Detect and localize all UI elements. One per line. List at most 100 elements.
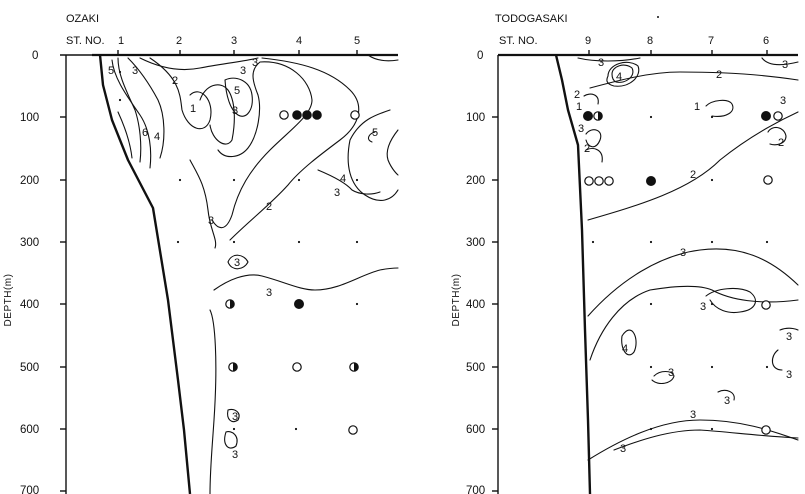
ozaki-station-1: 1 — [118, 35, 124, 47]
todogasaki-station-8: 8 — [647, 35, 653, 47]
marker-open — [773, 111, 783, 121]
marker-half — [225, 299, 235, 309]
marker-open — [584, 176, 594, 186]
svg-text:3: 3 — [786, 369, 792, 381]
todogasaki-panel: TODOGASAKI ST. NO. 9 8 7 6 0 100 200 300… — [451, 13, 799, 494]
ozaki-station-prefix: ST. NO. — [66, 35, 105, 47]
svg-text:3: 3 — [240, 65, 246, 77]
svg-text:4: 4 — [622, 343, 628, 355]
todogasaki-tick-400: 400 — [466, 299, 485, 311]
marker-open — [348, 425, 358, 435]
svg-text:3: 3 — [132, 65, 138, 77]
svg-text:3: 3 — [780, 95, 786, 107]
ozaki-tick-600: 600 — [20, 424, 39, 436]
marker-filled — [760, 110, 771, 121]
svg-text:3: 3 — [724, 395, 730, 407]
ozaki-station-2: 2 — [176, 35, 182, 47]
todogasaki-contours — [577, 57, 799, 461]
todogasaki-tick-100: 100 — [466, 112, 485, 124]
marker-open — [279, 110, 289, 120]
ozaki-panel: OZAKI ST. NO. 1 2 3 4 5 0 100 200 300 40… — [3, 13, 399, 494]
stray-dot — [657, 16, 659, 18]
svg-text:5: 5 — [234, 85, 240, 97]
marker-half — [228, 362, 238, 372]
todogasaki-tick-0: 0 — [477, 50, 483, 62]
svg-text:3: 3 — [208, 215, 214, 227]
marker-open — [761, 300, 771, 310]
svg-text:5: 5 — [372, 127, 378, 139]
svg-text:3: 3 — [578, 123, 584, 135]
svg-text:4: 4 — [616, 71, 622, 83]
svg-text:2: 2 — [574, 89, 580, 101]
ozaki-sample-dots — [118, 70, 359, 431]
ozaki-bottom-profile — [98, 54, 192, 494]
ozaki-title: OZAKI — [66, 13, 99, 25]
todogasaki-station-7: 7 — [708, 35, 714, 47]
marker-filled — [582, 110, 593, 121]
ozaki-station-5: 5 — [354, 35, 360, 47]
svg-text:4: 4 — [340, 173, 346, 185]
svg-text:3: 3 — [232, 449, 238, 461]
ozaki-depth-label: DEPTH(m) — [3, 274, 14, 327]
svg-text:3: 3 — [232, 105, 238, 117]
svg-text:2: 2 — [716, 69, 722, 81]
todogasaki-tick-600: 600 — [466, 424, 485, 436]
marker-filled — [312, 110, 322, 120]
svg-text:4: 4 — [154, 131, 160, 143]
svg-text:1: 1 — [694, 101, 700, 113]
ozaki-contour-labels: 5 3 2 3 5 3 1 6 4 3 5 4 3 2 3 3 3 3 3 — [108, 57, 378, 461]
ozaki-contours — [111, 54, 399, 494]
todogasaki-station-prefix: ST. NO. — [499, 35, 538, 47]
marker-open — [350, 110, 360, 120]
marker-open — [292, 362, 302, 372]
svg-text:5: 5 — [108, 65, 114, 77]
todogasaki-tick-700: 700 — [466, 485, 485, 494]
svg-text:3: 3 — [782, 59, 788, 71]
todogasaki-title: TODOGASAKI — [495, 13, 568, 25]
todogasaki-bottom-profile — [554, 54, 592, 494]
svg-text:3: 3 — [252, 57, 258, 69]
ozaki-axis-ticks — [60, 54, 92, 492]
todogasaki-sample-dots — [591, 115, 769, 431]
svg-text:3: 3 — [598, 57, 604, 69]
ozaki-tick-500: 500 — [20, 362, 39, 374]
svg-text:2: 2 — [690, 169, 696, 181]
svg-text:3: 3 — [680, 247, 686, 259]
ozaki-station-4: 4 — [296, 35, 302, 47]
svg-text:3: 3 — [700, 301, 706, 313]
marker-open — [763, 175, 773, 185]
svg-text:1: 1 — [190, 103, 196, 115]
marker-half — [349, 362, 359, 372]
todogasaki-markers — [582, 110, 783, 435]
todogasaki-tick-300: 300 — [466, 237, 485, 249]
svg-text:3: 3 — [232, 411, 238, 423]
todogasaki-station-ticks — [588, 50, 768, 55]
ozaki-tick-100: 100 — [20, 112, 39, 124]
ozaki-tick-200: 200 — [20, 175, 39, 187]
svg-text:3: 3 — [668, 367, 674, 379]
svg-text:2: 2 — [778, 137, 784, 149]
svg-text:3: 3 — [234, 257, 240, 269]
todogasaki-axis-ticks — [492, 116, 498, 492]
svg-text:6: 6 — [142, 127, 148, 139]
ozaki-station-ticks — [117, 50, 358, 55]
todogasaki-contour-labels: 3 4 2 3 2 1 1 3 3 2 2 2 3 3 3 4 3 3 3 3 … — [574, 57, 792, 455]
ozaki-tick-400: 400 — [20, 299, 39, 311]
marker-filled — [294, 299, 305, 310]
marker-filled — [645, 176, 656, 187]
svg-text:2: 2 — [584, 143, 590, 155]
todogasaki-tick-200: 200 — [466, 175, 485, 187]
ozaki-tick-0: 0 — [32, 50, 38, 62]
todogasaki-station-9: 9 — [585, 35, 591, 47]
marker-filled — [302, 110, 312, 120]
svg-text:2: 2 — [266, 201, 272, 213]
marker-open — [594, 176, 604, 186]
svg-text:2: 2 — [172, 75, 178, 87]
ozaki-tick-300: 300 — [20, 237, 39, 249]
marker-half — [593, 111, 603, 121]
svg-text:3: 3 — [266, 287, 272, 299]
todogasaki-tick-500: 500 — [466, 362, 485, 374]
marker-open — [761, 425, 771, 435]
ozaki-markers — [225, 110, 360, 435]
